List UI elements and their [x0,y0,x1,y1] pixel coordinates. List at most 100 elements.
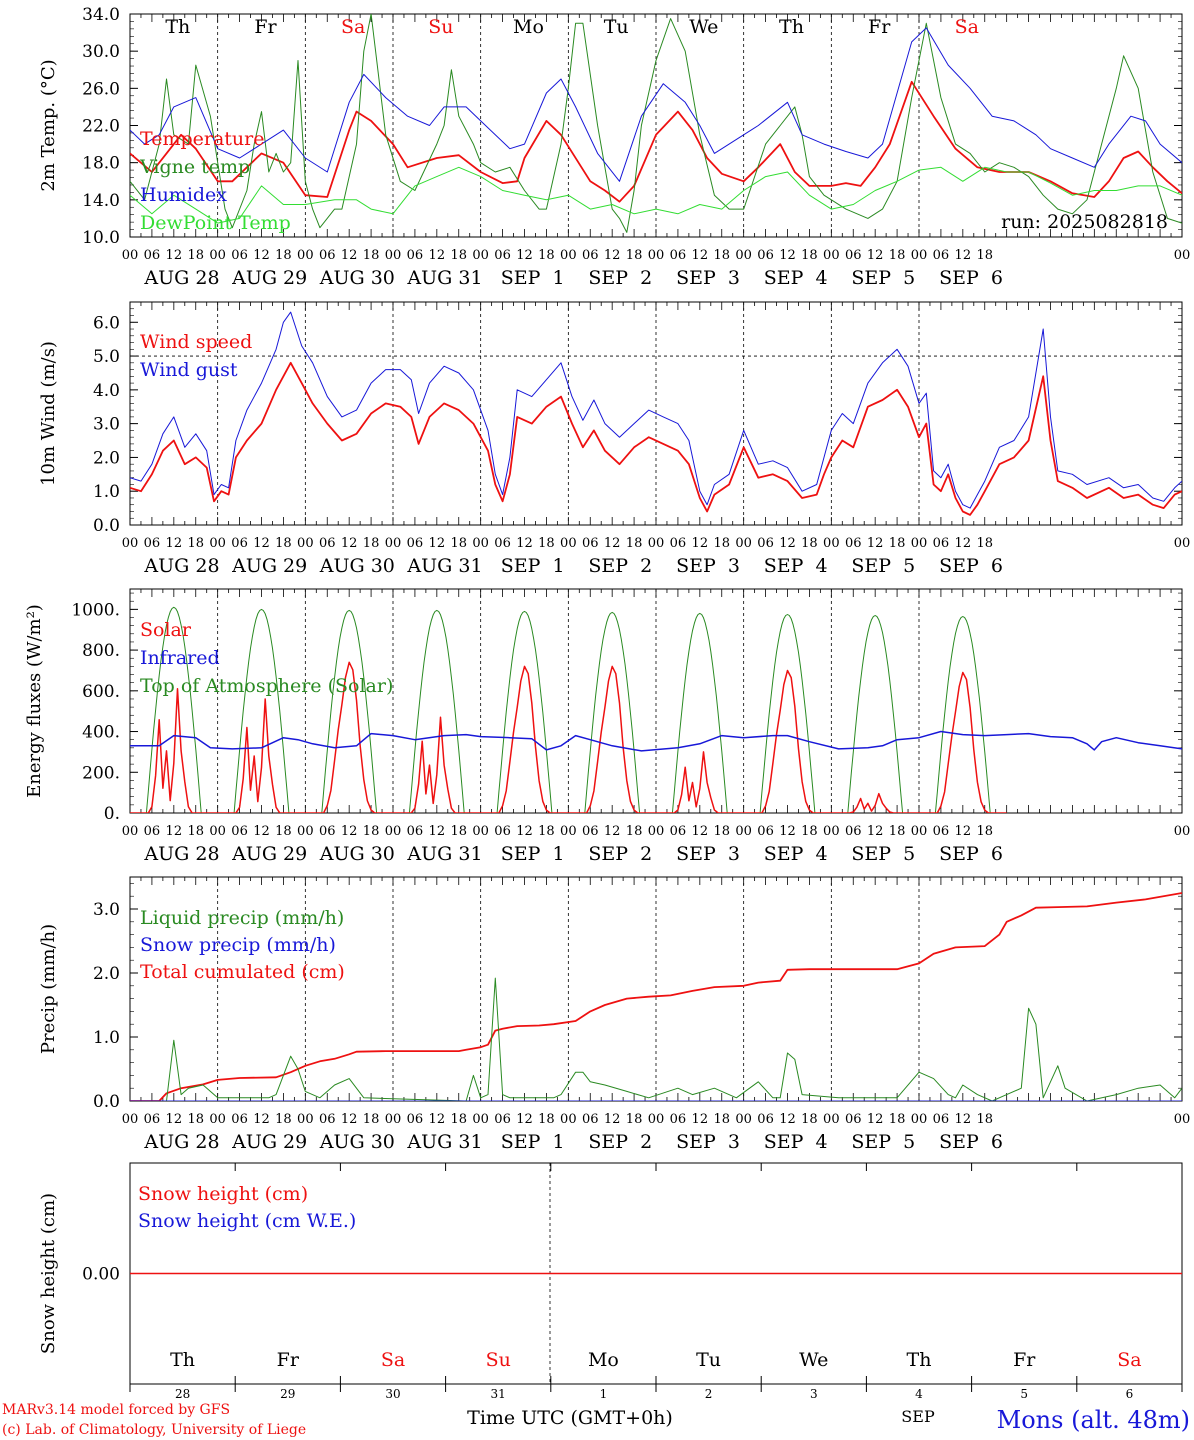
legend-entry: Vigne temp [139,156,250,178]
hour-tick-label: 00 [560,248,577,263]
hour-tick-label: 12 [166,536,183,551]
hour-tick-label: 18 [363,1112,380,1127]
date-label: AUG 29 [231,555,307,577]
date-label: AUG 31 [406,1131,482,1153]
date-label: AUG 31 [406,267,482,289]
hour-tick-label: 06 [933,824,950,839]
y-tick-label: 1.0 [93,482,120,502]
weekday-label: Fr [868,16,891,38]
legend-entry: Solar [140,619,192,641]
hour-tick-label: 18 [450,248,467,263]
series-line [130,977,1182,1101]
hour-tick-label: 12 [253,1112,270,1127]
hour-tick-label: 06 [319,1112,336,1127]
y-tick-label: 400. [82,723,120,743]
hour-tick-label: 18 [976,248,993,263]
date-label: SEP 6 [939,1131,1003,1153]
day-number: 30 [385,1387,400,1401]
date-label: SEP 6 [939,267,1003,289]
hour-tick-label: 18 [801,824,818,839]
hour-tick-label: 00 [122,1112,139,1127]
hour-tick-label: 00 [911,1112,928,1127]
hour-tick-label: 00 [122,536,139,551]
series-line [130,27,1182,182]
date-label: AUG 29 [231,1131,307,1153]
hour-tick-label: 00 [911,824,928,839]
hour-tick-label: 18 [713,248,730,263]
y-axis-title: 10m Wind (m/s) [38,341,59,486]
weekday-label: Su [428,16,453,38]
y-tick-label: 30.0 [82,42,120,62]
hour-tick-label: 06 [670,1112,687,1127]
panel-frame-0 [129,13,1183,238]
legend-entry: Snow height (cm) [138,1183,308,1205]
weekday-label: Fr [1013,1349,1036,1371]
date-label: SEP 3 [676,267,740,289]
hour-tick-label: 06 [144,824,161,839]
hour-tick-label: 18 [976,824,993,839]
hour-tick-label: 06 [757,248,774,263]
hour-tick-label: 06 [845,536,862,551]
date-label: SEP 4 [764,1131,828,1153]
hour-tick-label: 12 [429,248,446,263]
hour-tick-label: 18 [187,1112,204,1127]
date-label: SEP 5 [851,1131,915,1153]
hour-tick-label: 06 [582,824,599,839]
hour-tick-label: 06 [845,824,862,839]
x-axis-title: Time UTC (GMT+0h) [467,1407,673,1429]
hour-tick-label: 18 [538,824,555,839]
y-tick-label: 34.0 [82,5,120,25]
hour-tick-label: 18 [976,536,993,551]
series-line [130,361,1182,516]
hour-tick-label: 00 [209,824,226,839]
date-label: SEP 1 [501,267,565,289]
day-number: 5 [1020,1387,1028,1401]
hour-tick-label: 00 [385,1112,402,1127]
date-label: AUG 30 [319,1131,395,1153]
hour-tick-label: 12 [516,1112,533,1127]
hour-tick-label: 12 [604,536,621,551]
hour-tick-label: 00 [122,248,139,263]
hour-tick-label: 06 [845,248,862,263]
weekday-label: Mo [513,16,544,38]
y-tick-label: 0.00 [82,1265,120,1285]
hour-tick-label: 18 [801,248,818,263]
y-tick-label: 22.0 [82,117,120,137]
hour-tick-label: 18 [889,1112,906,1127]
weekday-label: We [689,16,718,38]
hour-tick-label: 00 [297,536,314,551]
hour-tick-label: 18 [187,824,204,839]
hour-tick-label: 18 [626,1112,643,1127]
date-label: AUG 31 [406,843,482,865]
y-tick-label: 2.0 [93,448,120,468]
day-number: 3 [810,1387,818,1401]
hour-tick-label: 12 [253,536,270,551]
hour-tick-label: 06 [582,536,599,551]
hour-tick-label: 18 [275,824,292,839]
weekday-label: Fr [277,1349,300,1371]
date-label: SEP 2 [588,843,652,865]
date-label: AUG 29 [231,267,307,289]
hour-tick-label: 06 [582,1112,599,1127]
hour-tick-label: 18 [363,248,380,263]
hour-tick-label: 00 [648,824,665,839]
date-label: AUG 28 [143,267,219,289]
y-tick-label: 0. [104,804,120,824]
hour-tick-label: 18 [538,248,555,263]
hour-tick-label: 18 [889,824,906,839]
hour-tick-label: 12 [867,248,884,263]
hour-tick-label: 00 [735,824,752,839]
y-tick-label: 10.0 [82,228,120,248]
hour-tick-label: 06 [670,824,687,839]
date-label: SEP 1 [501,1131,565,1153]
hour-tick-label: 06 [757,536,774,551]
hour-tick-label: 00 [472,536,489,551]
date-label: AUG 30 [319,267,395,289]
y-tick-label: 600. [82,682,120,702]
hour-tick-label: 18 [626,824,643,839]
hour-tick-label: 06 [319,248,336,263]
hour-tick-label: 18 [187,536,204,551]
hour-tick-label: 06 [670,536,687,551]
hour-tick-label: 00 [1174,248,1191,263]
